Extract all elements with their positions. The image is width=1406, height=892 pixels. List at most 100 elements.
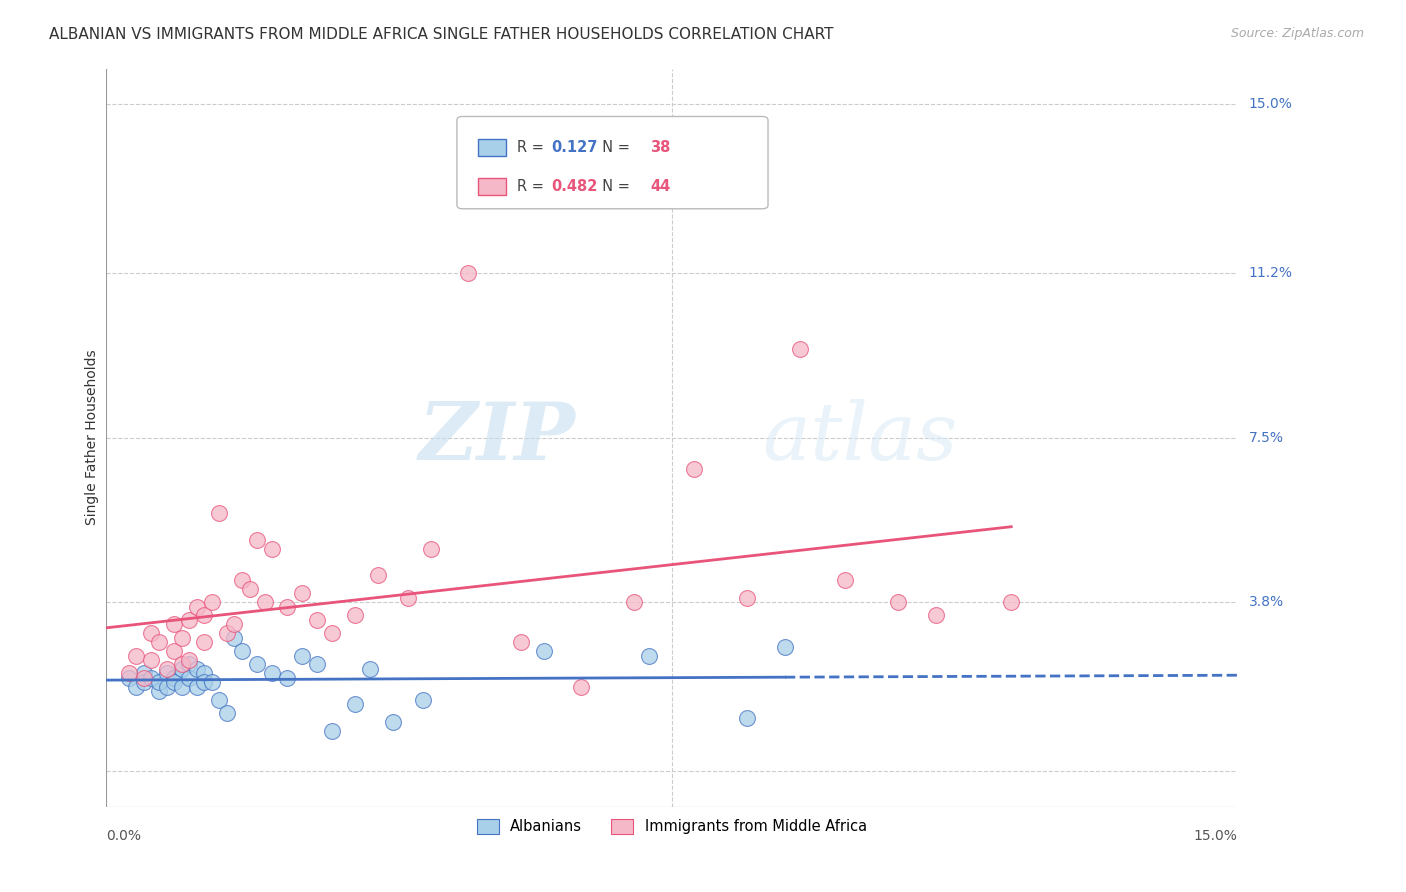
FancyBboxPatch shape [478,178,506,195]
Point [201,675,224,690]
Text: R =: R = [517,140,548,155]
Text: 0.127: 0.127 [551,140,598,155]
Point [396,591,419,605]
Point [193,608,215,623]
Point [125,680,148,694]
Point [773,640,796,654]
Point [569,680,592,694]
Point [231,644,253,658]
Point [359,662,381,676]
Point [291,648,314,663]
Point [344,698,367,712]
Point [155,662,177,676]
Point [163,671,186,685]
Point [789,342,811,356]
Point [170,657,193,672]
Point [179,671,201,685]
Text: 15.0%: 15.0% [1249,97,1292,112]
Point [163,617,186,632]
Point [224,631,246,645]
Point [533,644,555,658]
Text: 38: 38 [651,140,671,155]
Text: N =: N = [593,179,634,194]
Text: 11.2%: 11.2% [1249,266,1292,280]
Point [623,595,645,609]
Text: 7.5%: 7.5% [1249,431,1284,444]
Point [321,724,343,739]
Text: 15.0%: 15.0% [1194,829,1237,843]
Point [179,653,201,667]
Point [262,666,284,681]
Point [118,666,141,681]
Point [735,591,758,605]
Text: ALBANIAN VS IMMIGRANTS FROM MIDDLE AFRICA SINGLE FATHER HOUSEHOLDS CORRELATION C: ALBANIAN VS IMMIGRANTS FROM MIDDLE AFRIC… [49,27,834,42]
Point [925,608,948,623]
FancyBboxPatch shape [478,138,506,156]
Text: 44: 44 [651,179,671,194]
Point [141,626,163,640]
Point [141,671,163,685]
Point [344,608,367,623]
Point [163,644,186,658]
Point [170,662,193,676]
Point [193,635,215,649]
Point [201,595,224,609]
Point [231,573,253,587]
Text: N =: N = [593,140,634,155]
Point [735,711,758,725]
Point [224,617,246,632]
Point [246,533,269,547]
Point [276,671,298,685]
Text: 0.482: 0.482 [551,179,598,194]
Text: R =: R = [517,179,548,194]
Point [307,657,329,672]
Point [155,680,177,694]
Text: atlas: atlas [762,399,957,476]
Point [148,675,170,690]
Point [132,675,155,690]
Point [419,541,441,556]
Point [510,635,533,649]
Point [887,595,910,609]
Point [276,599,298,614]
Point [148,635,170,649]
Point [186,599,208,614]
Y-axis label: Single Father Households: Single Father Households [86,350,100,525]
Point [186,662,208,676]
Point [118,671,141,685]
Point [125,648,148,663]
Point [381,715,404,730]
Point [638,648,661,663]
Point [170,631,193,645]
Point [412,693,434,707]
Point [155,666,177,681]
Point [291,586,314,600]
Point [246,657,269,672]
Point [215,626,238,640]
Point [163,675,186,690]
Point [683,462,706,476]
Text: 0.0%: 0.0% [107,829,141,843]
Point [170,680,193,694]
Point [208,693,231,707]
FancyBboxPatch shape [457,117,768,209]
Point [321,626,343,640]
Point [208,506,231,520]
Point [1000,595,1022,609]
Point [132,666,155,681]
Point [193,666,215,681]
Point [307,613,329,627]
Point [238,582,260,596]
Point [253,595,276,609]
Point [179,613,201,627]
Point [179,657,201,672]
Point [141,653,163,667]
Point [148,684,170,698]
Point [834,573,856,587]
Point [262,541,284,556]
Point [367,568,389,582]
Text: ZIP: ZIP [419,399,575,476]
Point [193,675,215,690]
Legend: Albanians, Immigrants from Middle Africa: Albanians, Immigrants from Middle Africa [471,813,873,840]
Text: Source: ZipAtlas.com: Source: ZipAtlas.com [1230,27,1364,40]
